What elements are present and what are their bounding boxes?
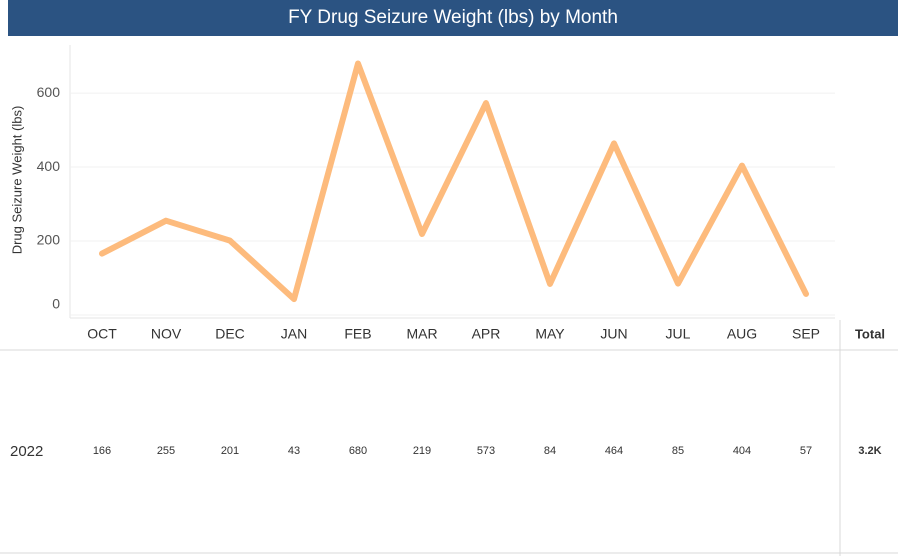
table-value: 464 bbox=[605, 445, 623, 457]
table-value: 57 bbox=[800, 445, 812, 457]
table-value: 404 bbox=[733, 445, 751, 457]
table-value: 255 bbox=[157, 445, 175, 457]
table-value: 219 bbox=[413, 445, 431, 457]
x-tick-label: MAY bbox=[535, 326, 565, 342]
x-tick-label: SEP bbox=[792, 326, 820, 342]
chart-title: FY Drug Seizure Weight (lbs) by Month bbox=[288, 7, 618, 28]
x-tick-label: JUN bbox=[600, 326, 627, 342]
y-tick-label: 400 bbox=[37, 158, 61, 174]
total-value: 3.2K bbox=[858, 445, 881, 457]
x-tick-label: DEC bbox=[215, 326, 245, 342]
x-tick-label: JUL bbox=[666, 326, 691, 342]
x-tick-label: AUG bbox=[727, 326, 757, 342]
table-value: 85 bbox=[672, 445, 684, 457]
y-axis-label: Drug Seizure Weight (lbs) bbox=[9, 106, 24, 255]
y-tick-label: 200 bbox=[37, 232, 61, 248]
x-tick-label: JAN bbox=[281, 326, 307, 342]
x-tick-label: OCT bbox=[87, 326, 117, 342]
y-tick-label: 600 bbox=[37, 84, 61, 100]
y-tick-label: 0 bbox=[52, 296, 60, 312]
table-value: 43 bbox=[288, 445, 300, 457]
x-tick-label: APR bbox=[472, 326, 501, 342]
row-label: 2022 bbox=[10, 443, 43, 460]
table-value: 84 bbox=[544, 445, 556, 457]
x-tick-label: NOV bbox=[151, 326, 182, 342]
title-bar bbox=[8, 0, 898, 36]
x-tick-label: FEB bbox=[344, 326, 371, 342]
line bbox=[99, 60, 809, 303]
table-value: 201 bbox=[221, 445, 239, 457]
table-value: 573 bbox=[477, 445, 495, 457]
x-tick-label: MAR bbox=[406, 326, 437, 342]
total-header: Total bbox=[855, 326, 885, 341]
table-value: 166 bbox=[93, 445, 111, 457]
table-value: 680 bbox=[349, 445, 367, 457]
